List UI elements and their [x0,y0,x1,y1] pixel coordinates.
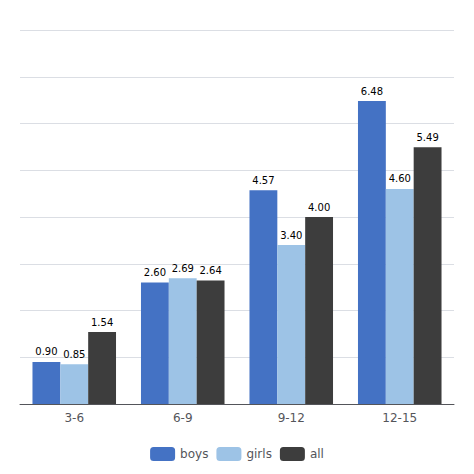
svg-text:3.40: 3.40 [280,230,302,241]
svg-text:9-12: 9-12 [278,411,305,425]
svg-text:5.49: 5.49 [416,132,438,143]
svg-text:girls: girls [246,447,271,461]
svg-text:boys: boys [180,447,208,461]
svg-text:4.00: 4.00 [308,202,330,213]
svg-text:2.69: 2.69 [172,263,194,274]
svg-text:2.60: 2.60 [144,267,166,278]
svg-text:4.57: 4.57 [252,175,274,186]
svg-text:0.85: 0.85 [63,349,85,360]
svg-text:4.60: 4.60 [389,173,411,184]
svg-text:3-6: 3-6 [64,411,84,425]
svg-text:0.90: 0.90 [35,346,57,357]
svg-text:1.54: 1.54 [91,317,113,328]
svg-text:6-9: 6-9 [173,411,193,425]
svg-text:12-15: 12-15 [382,411,417,425]
svg-text:6.48: 6.48 [361,86,383,97]
svg-text:all: all [310,447,324,461]
svg-text:2.64: 2.64 [199,265,221,276]
